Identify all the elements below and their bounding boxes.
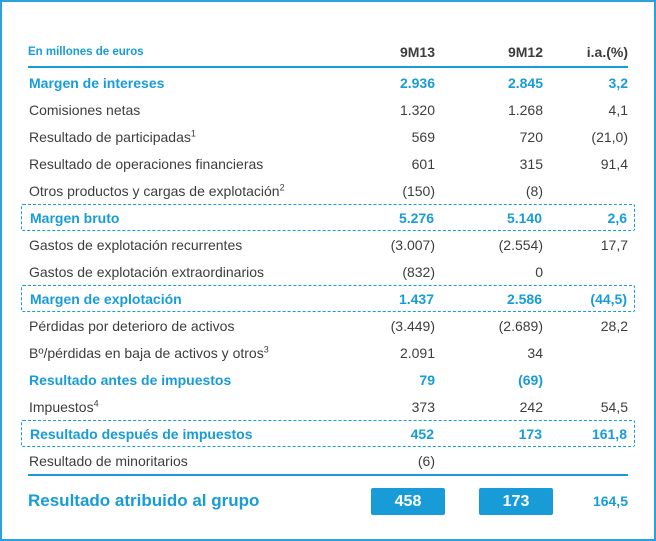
row-value: 4,1 <box>608 101 628 118</box>
row-value: 1.320 <box>399 101 435 118</box>
column-header-9m12: 9M12 <box>507 44 543 60</box>
row-value: 91,4 <box>600 155 628 172</box>
total-row-label: Resultado atribuido al grupo <box>28 491 260 510</box>
row-label: Margen de explotación <box>30 290 182 307</box>
table-row: Resultado de operaciones financieras 601 3… <box>28 150 628 177</box>
footnote-marker: 3 <box>263 343 269 354</box>
row-value: 54,5 <box>600 398 628 415</box>
row-label: Resultado de operaciones financieras <box>29 155 264 172</box>
row-value: 315 <box>519 155 543 172</box>
row-label: Impuestos4 <box>29 397 99 415</box>
table-row: Margen bruto 5.276 5.140 2,6 <box>21 204 635 231</box>
footnote-marker: 4 <box>93 397 99 408</box>
row-value: 0 <box>535 263 543 280</box>
total-row-pct: 164,5 <box>592 493 628 509</box>
row-label: Gastos de explotación extraordinarios <box>29 263 265 280</box>
row-value: 5.140 <box>506 209 542 226</box>
table-row: Resultado después de impuestos 452 173 161,… <box>21 420 635 447</box>
row-value: 34 <box>527 344 543 361</box>
row-value: (6) <box>417 452 435 469</box>
table-row: Gastos de explotación recurrentes (3.007)… <box>28 231 628 258</box>
row-value: 720 <box>519 128 543 145</box>
unit-label: En millones de euros <box>28 46 144 58</box>
row-value: (69) <box>518 371 543 388</box>
row-value: 2.586 <box>506 290 542 307</box>
row-value: 79 <box>419 371 435 388</box>
table-header: En millones de euros 9M13 9M12 i.a.(%) <box>28 18 628 64</box>
total-divider <box>28 474 628 476</box>
total-value-pill-9m13: 458 <box>371 487 445 515</box>
row-value: (3.007) <box>390 236 435 253</box>
total-value-pill-9m12: 173 <box>479 487 553 515</box>
row-value: 2,6 <box>607 209 627 226</box>
row-label: Bº/pérdidas en baja de activos y otros3 <box>29 343 269 361</box>
row-label: Resultado después de impuestos <box>30 425 253 442</box>
row-value: (44,5) <box>590 290 627 307</box>
row-value: (2.689) <box>498 317 543 334</box>
table-row: Resultado antes de impuestos 79 (69) <box>28 366 628 393</box>
table-row: Pérdidas por deterioro de activos (3.449)… <box>28 312 628 339</box>
row-value: 601 <box>411 155 435 172</box>
row-value: (150) <box>402 182 435 199</box>
table-row: Gastos de explotación extraordinarios (83… <box>28 258 628 285</box>
row-value: 17,7 <box>600 236 628 253</box>
header-divider <box>28 66 628 68</box>
row-value: 1.268 <box>507 101 543 118</box>
row-value: 1.437 <box>398 290 434 307</box>
row-value: 5.276 <box>398 209 434 226</box>
row-value: (21,0) <box>591 128 628 145</box>
row-label: Gastos de explotación recurrentes <box>29 236 243 253</box>
row-value: 2.936 <box>399 74 435 91</box>
row-label: Resultado de participadas1 <box>29 127 196 145</box>
row-value: 173 <box>518 425 542 442</box>
column-header-9m13: 9M13 <box>399 44 435 60</box>
table-row: Bº/pérdidas en baja de activos y otros3 2… <box>28 339 628 366</box>
footnote-marker: 1 <box>190 127 196 138</box>
row-value: 3,2 <box>608 74 628 91</box>
row-value: 373 <box>411 398 435 415</box>
row-value: (832) <box>402 263 435 280</box>
total-row: Resultado atribuido al grupo 458 173 164… <box>28 477 628 525</box>
table-row: Margen de intereses 2.936 2.845 3,2 <box>28 69 628 96</box>
row-label: Comisiones netas <box>29 101 141 118</box>
row-value: 2.845 <box>507 74 543 91</box>
row-value: 242 <box>519 398 543 415</box>
row-value: (3.449) <box>390 317 435 334</box>
row-value: 28,2 <box>600 317 628 334</box>
table-rows: Margen de intereses 2.936 2.845 3,2 Comision… <box>21 69 635 474</box>
row-value: (2.554) <box>498 236 543 253</box>
table-row: Margen de explotación 1.437 2.586 (44,5) <box>21 285 635 312</box>
row-value: (8) <box>525 182 543 199</box>
table-row: Resultado de minoritarios (6) <box>28 447 628 474</box>
column-header-ia-pct: i.a.(%) <box>586 44 628 60</box>
total-value-cell-9m13: 458 <box>330 487 445 515</box>
row-value: 569 <box>411 128 435 145</box>
row-label: Margen bruto <box>30 209 120 226</box>
row-value: 2.091 <box>399 344 435 361</box>
table-row: Comisiones netas 1.320 1.268 4,1 <box>28 96 628 123</box>
row-value: 452 <box>410 425 434 442</box>
table-row: Otros productos y cargas de explotación2… <box>28 177 628 204</box>
table-row: Impuestos4 373 242 54,5 <box>28 393 628 420</box>
row-label: Otros productos y cargas de explotación2 <box>29 181 285 199</box>
row-label: Resultado antes de impuestos <box>29 371 232 388</box>
row-value: 161,8 <box>591 425 627 442</box>
footnote-marker: 2 <box>279 181 285 192</box>
row-label: Margen de intereses <box>29 74 165 91</box>
total-value-cell-9m12: 173 <box>445 487 553 515</box>
row-label: Pérdidas por deterioro de activos <box>29 317 235 334</box>
table-row: Resultado de participadas1 569 720 (21,0) <box>28 123 628 150</box>
row-label: Resultado de minoritarios <box>29 452 188 469</box>
